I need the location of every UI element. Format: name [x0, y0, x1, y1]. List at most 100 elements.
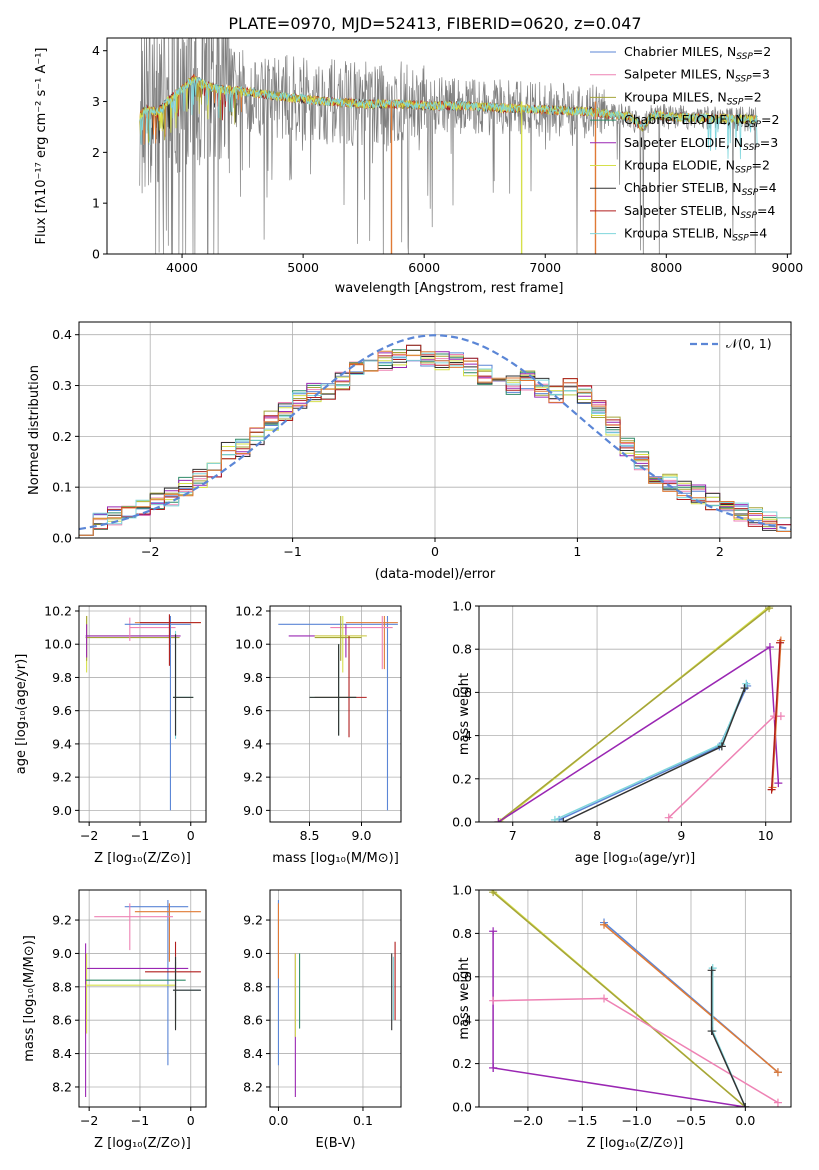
- spectrum-ylabel: Flux [fλ10⁻¹⁷ erg cm⁻² s⁻¹ A⁻¹]: [34, 48, 49, 245]
- massweight-vs-age-point-marker: [559, 818, 568, 822]
- spectrum-legend-label: Kroupa ELODIE, NSSP=2: [624, 158, 770, 176]
- mass-vs-Z-xtick-label: −1: [131, 1113, 149, 1128]
- residual-histogram-xlabel: (data-model)/error: [375, 567, 496, 582]
- massweight-vs-age-ytick-label: 1.0: [452, 599, 472, 614]
- spectrum-legend-label: Chabrier ELODIE, NSSP=2: [624, 112, 779, 130]
- age-vs-mass-xtick-label: 9.0: [352, 828, 372, 843]
- massweight-vs-age-ytick-label: 0.2: [452, 771, 472, 786]
- age-vs-Z-ylabel: age [log₁₀(age/yr)]: [14, 654, 29, 775]
- age-vs-Z-xlabel: Z [log₁₀(Z/Z⊙)]: [94, 851, 191, 866]
- massweight-vs-age-point-marker: [774, 779, 783, 788]
- age-vs-metallicity-panel: −2 −1 0 9.0 9.2 9.4 9.6 9.8 10.0 10.2 Z [log₁₀(Z/Z…: [14, 603, 207, 866]
- massweight-vs-Z-point-marker: [489, 996, 498, 1005]
- age-vs-mass-ytick-label: 10.0: [235, 637, 263, 652]
- age-vs-Z-xtick-label: 0: [187, 828, 195, 843]
- spectrum-legend-label: Salpeter MILES, NSSP=3: [624, 67, 770, 85]
- spectrum-legend-label: Kroupa STELIB, NSSP=4: [624, 226, 767, 244]
- massweight-vs-Z-point-marker: [600, 994, 609, 1003]
- massweight-vs-age-ylabel: mass weight: [457, 673, 472, 755]
- massweight-vs-age-xtick-label: 9: [677, 828, 685, 843]
- residual-histogram-ytick-label: 0.0: [52, 531, 72, 546]
- massweight-vs-age-xtick-label: 8: [593, 828, 601, 843]
- massweight-vs-Z-point-marker: [707, 966, 716, 975]
- massweight-vs-Z-xtick-label: −2.0: [513, 1113, 543, 1128]
- massweight-vs-age-point-marker: [550, 815, 559, 822]
- massweight-vs-age-series-line: [497, 607, 770, 822]
- massweight-vs-Z-point-marker: [708, 964, 717, 973]
- spectrum-xtick-label: 5000: [287, 260, 319, 275]
- mass-vs-Z-ytick-label: 8.4: [52, 1046, 72, 1061]
- spectrum-xtick-label: 9000: [771, 260, 803, 275]
- massweight-vs-Z-series-line: [492, 891, 746, 1107]
- age-vs-mass-xtick-label: 8.5: [300, 828, 320, 843]
- massweight-vs-age-series-line: [668, 715, 781, 819]
- mass-vs-Z-xtick-label: −2: [80, 1113, 98, 1128]
- mass-vs-Z-ytick-label: 8.8: [52, 979, 72, 994]
- residual-histogram-xtick-label: −2: [141, 544, 159, 559]
- spectrum-ytick-label: 0: [92, 247, 100, 262]
- age-vs-Z-ytick-label: 9.8: [52, 670, 72, 685]
- massweight-vs-Z-series-line: [492, 931, 746, 1107]
- massweight-vs-age-point-marker: [717, 742, 726, 751]
- massweight-vs-age-series-line: [497, 645, 780, 822]
- massweight-vs-Z-series-line: [603, 924, 779, 1073]
- residual-histogram-xtick-label: 1: [573, 544, 581, 559]
- massweight-vs-age-point-marker: [742, 679, 751, 688]
- massweight-vs-age-point-marker: [664, 813, 673, 822]
- massweight-vs-Z-plot-area: [488, 890, 782, 1107]
- massweight-vs-Z-point-marker: [489, 927, 498, 936]
- residual-histogram-ytick-label: 0.1: [52, 480, 72, 495]
- age-vs-Z-ytick-label: 9.0: [52, 803, 72, 818]
- massweight-vs-age-ytick-label: 0.8: [452, 642, 472, 657]
- spectrum-ytick-label: 1: [92, 196, 100, 211]
- massweight-vs-Z-ytick-label: 0.8: [452, 926, 472, 941]
- spectrum-xtick-label: 6000: [408, 260, 440, 275]
- massweight-vs-age-series-line: [554, 683, 747, 821]
- massweight-vs-age-point-marker: [494, 818, 503, 822]
- massweight-vs-age-ytick-label: 0.4: [452, 728, 472, 743]
- spectrum-xlabel: wavelength [Angstrom, rest frame]: [335, 281, 564, 296]
- mass-vs-Z-frame: [78, 889, 207, 1108]
- mass-vs-Z-ytick-label: 9.2: [52, 913, 72, 928]
- age-vs-mass-ytick-label: 9.2: [243, 770, 263, 785]
- massweight-vs-Z-ylabel: mass weight: [457, 957, 472, 1039]
- massweight-vs-Z-point-marker: [600, 920, 609, 929]
- mass-vs-ebv-ytick-label: 8.6: [243, 1013, 263, 1028]
- spectrum-xtick-label: 4000: [166, 260, 198, 275]
- massweight-vs-age-point-marker: [776, 712, 785, 721]
- massweight-vs-age-xlabel: age [log₁₀(age/yr)]: [575, 851, 696, 866]
- massweight-vs-Z-ytick-label: 0.0: [452, 1100, 472, 1115]
- age-vs-mass-ytick-label: 9.8: [243, 670, 263, 685]
- massweight-vs-age-point-marker: [776, 638, 785, 647]
- massweight-vs-Z-point-marker: [741, 1103, 750, 1107]
- spectrum-ytick-label: 4: [92, 43, 100, 58]
- mass-vs-ebv-ytick-label: 8.2: [243, 1079, 263, 1094]
- residual-histogram-ytick-label: 0.3: [52, 378, 72, 393]
- age-vs-mass-panel: 8.5 9.0 9.0 9.2 9.4 9.6 9.8 10.0 10.2 mass [log₁₀…: [235, 603, 402, 866]
- massweight-vs-Z-xtick-label: −1.5: [567, 1113, 597, 1128]
- massweight-vs-metallicity-panel: −2.0 −1.5 −1.0 −0.5 0.0 0.0 0.2 0.4 0.6 0.8 1.0 Z […: [452, 883, 792, 1151]
- massweight-vs-age-panel: 7 8 9 10 0.0 0.2 0.4 0.6 0.8 1.0 age [log₁₀(age/yr…: [452, 599, 792, 866]
- massweight-vs-Z-point-marker: [489, 890, 498, 897]
- massweight-vs-age-frame: [478, 605, 792, 823]
- spectrum-legend-label: Salpeter STELIB, NSSP=4: [624, 203, 775, 221]
- mass-vs-ebv-frame: [269, 889, 402, 1108]
- normal-curve: [79, 334, 791, 531]
- massweight-vs-Z-xtick-label: −0.5: [676, 1113, 706, 1128]
- spectrum-legend-label: Chabrier MILES, NSSP=2: [624, 44, 771, 62]
- age-vs-mass-ytick-label: 10.2: [235, 603, 263, 618]
- residual-histogram-ytick-label: 0.2: [52, 429, 72, 444]
- spectrum-panel: 4000 5000 6000 7000 8000 9000 0 1 2 3 4 wavelength …: [34, 37, 803, 296]
- mass-vs-Z-xlabel: Z [log₁₀(Z/Z⊙)]: [94, 1136, 191, 1151]
- age-vs-Z-ytick-label: 9.2: [52, 770, 72, 785]
- massweight-vs-Z-ytick-label: 0.2: [452, 1056, 472, 1071]
- residual-histogram-panel: −2 −1 0 1 2 0.0 0.1 0.2 0.3 0.4 (data-model)/error…: [27, 321, 792, 582]
- massweight-vs-age-ytick-label: 0.6: [452, 685, 472, 700]
- spectrum-legend-label: Kroupa MILES, NSSP=2: [624, 89, 762, 107]
- residual-histogram-plot-area: [79, 334, 791, 536]
- age-vs-Z-xtick-label: −1: [131, 828, 149, 843]
- massweight-vs-age-series-line: [562, 687, 746, 822]
- mass-vs-ebv-xlabel: E(B-V): [315, 1136, 355, 1151]
- age-vs-mass-plot-area: [278, 615, 398, 811]
